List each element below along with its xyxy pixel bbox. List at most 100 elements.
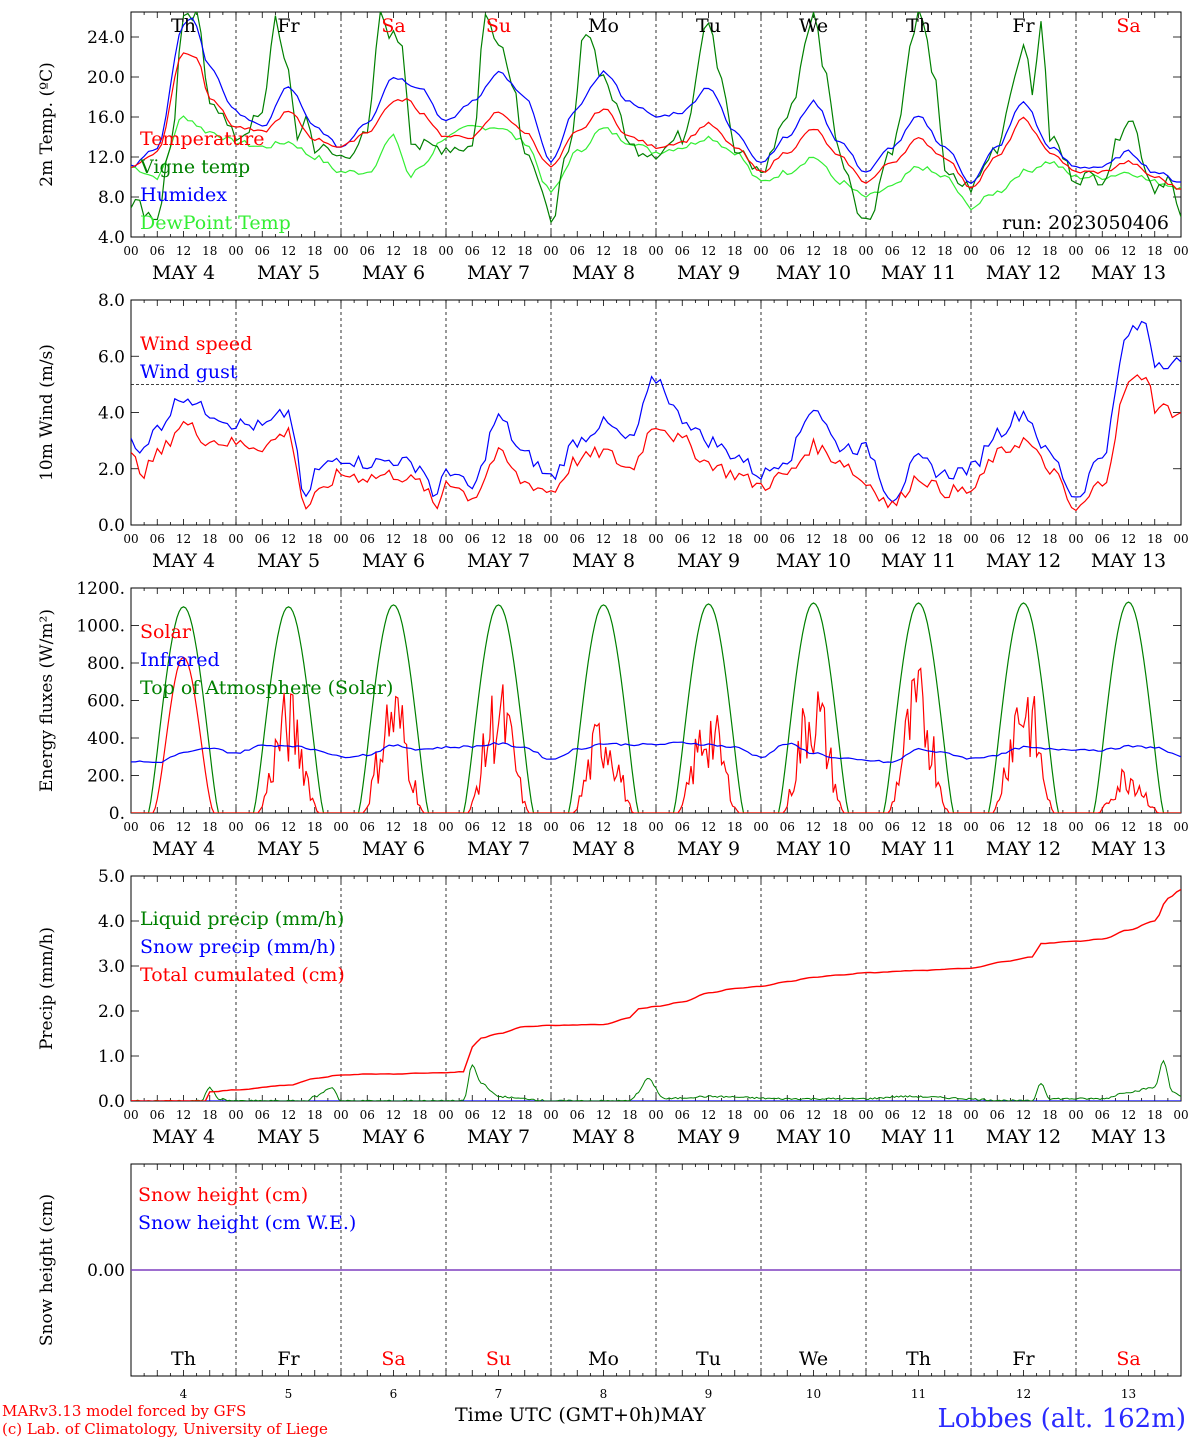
hour-tick-label: 18 (412, 532, 427, 546)
hour-tick-label: 12 (596, 820, 611, 834)
date-label: MAY 8 (572, 550, 635, 572)
weekday-label: Th (171, 15, 196, 37)
y-tick-label: 200. (87, 767, 125, 787)
hour-tick-label: 12 (281, 532, 296, 546)
hour-tick-label: 00 (753, 244, 768, 258)
hour-tick-label: 06 (255, 532, 270, 546)
hour-tick-label: 18 (517, 1108, 532, 1122)
hour-tick-label: 00 (123, 244, 138, 258)
station-name: Lobbes (alt. 162m) (937, 1404, 1186, 1434)
x-axis-title-text: Time UTC (GMT+0h) (455, 1404, 661, 1426)
hour-tick-label: 18 (307, 820, 322, 834)
hour-tick-label: 00 (1068, 820, 1083, 834)
hour-tick-label: 18 (727, 1108, 742, 1122)
y-axis-title: 2m Temp. (ºC) (37, 62, 57, 187)
legend-entry: Solar (140, 621, 192, 643)
hour-tick-label: 12 (491, 1108, 506, 1122)
hour-tick-label: 06 (360, 1108, 375, 1122)
hour-tick-label: 18 (1147, 532, 1162, 546)
weekday-label: Sa (1116, 1348, 1140, 1370)
y-axis-title: Precip (mm/h) (37, 927, 57, 1050)
y-tick-label: 0.0 (98, 1092, 125, 1112)
hour-tick-label: 18 (937, 820, 952, 834)
day-number-label: 4 (180, 1387, 188, 1401)
hour-tick-label: 00 (123, 820, 138, 834)
hour-tick-label: 06 (780, 532, 795, 546)
date-label: MAY 9 (677, 838, 740, 860)
hour-tick-label: 06 (570, 820, 585, 834)
hour-tick-label: 18 (832, 1108, 847, 1122)
hour-tick-label: 00 (1068, 1108, 1083, 1122)
hour-tick-label: 06 (885, 820, 900, 834)
hour-tick-label: 06 (360, 532, 375, 546)
date-label: MAY 12 (986, 838, 1061, 860)
weekday-label: Th (171, 1348, 196, 1370)
hour-tick-label: 12 (1121, 820, 1136, 834)
lab-credit: (c) Lab. of Climatology, University of L… (2, 1420, 328, 1438)
x-axis-title: Time UTC (GMT+0h)MAY (455, 1404, 706, 1426)
hour-tick-label: 06 (150, 244, 165, 258)
hour-tick-label: 06 (465, 1108, 480, 1122)
hour-tick-label: 12 (596, 1108, 611, 1122)
hour-tick-label: 18 (1042, 820, 1057, 834)
hour-tick-label: 06 (465, 820, 480, 834)
date-label: MAY 6 (362, 550, 425, 572)
hour-tick-label: 18 (412, 1108, 427, 1122)
y-tick-label: 400. (87, 729, 125, 749)
hour-tick-label: 06 (780, 244, 795, 258)
hour-tick-label: 06 (990, 532, 1005, 546)
legend-entry: Total cumulated (cm) (140, 964, 345, 986)
run-label: run: 2023050406 (1002, 212, 1169, 234)
hour-tick-label: 18 (1042, 244, 1057, 258)
hour-tick-label: 18 (622, 244, 637, 258)
legend-entry: Snow precip (mm/h) (140, 936, 336, 958)
hour-tick-label: 00 (648, 1108, 663, 1122)
hour-tick-label: 12 (386, 244, 401, 258)
hour-tick-label: 00 (1173, 244, 1188, 258)
hour-tick-label: 12 (911, 244, 926, 258)
hour-tick-label: 06 (150, 532, 165, 546)
hour-tick-label: 06 (1095, 244, 1110, 258)
date-label: MAY 7 (467, 550, 530, 572)
hour-tick-label: 06 (255, 1108, 270, 1122)
hour-tick-label: 00 (333, 820, 348, 834)
day-number-label: 9 (705, 1387, 713, 1401)
hour-tick-label: 00 (333, 532, 348, 546)
legend-entry: Top of Atmosphere (Solar) (140, 677, 393, 699)
hour-tick-label: 12 (1016, 1108, 1031, 1122)
date-label: MAY 8 (572, 262, 635, 284)
panel-1: 4.0 8.0 12.0 16.0 20.0 24.0 2m Temp. (ºC) 00 06 1… (37, 11, 1189, 284)
hour-tick-label: 12 (1016, 244, 1031, 258)
weekday-label: Tu (696, 1348, 721, 1370)
hour-tick-label: 18 (727, 532, 742, 546)
hour-tick-label: 12 (386, 1108, 401, 1122)
hour-tick-label: 18 (727, 244, 742, 258)
hour-tick-label: 00 (963, 820, 978, 834)
hour-tick-label: 06 (885, 1108, 900, 1122)
date-label: MAY 4 (152, 1126, 215, 1148)
hour-tick-label: 00 (438, 244, 453, 258)
series-line-wind-gust (131, 320, 1181, 503)
weekday-label: Fr (1012, 1348, 1035, 1370)
hour-tick-label: 12 (1121, 532, 1136, 546)
date-label: MAY 5 (257, 262, 320, 284)
hour-tick-label: 00 (963, 532, 978, 546)
hour-tick-label: 12 (701, 532, 716, 546)
date-label: MAY 7 (467, 1126, 530, 1148)
y-tick-label: 5.0 (98, 867, 125, 887)
hour-tick-label: 12 (281, 1108, 296, 1122)
hour-tick-label: 00 (123, 532, 138, 546)
hour-tick-label: 18 (1147, 244, 1162, 258)
date-label: MAY 9 (677, 1126, 740, 1148)
hour-tick-label: 18 (937, 1108, 952, 1122)
hour-tick-label: 00 (1068, 532, 1083, 546)
y-tick-label: 6.0 (98, 347, 125, 367)
hour-tick-label: 06 (1095, 532, 1110, 546)
series-group (131, 12, 1181, 224)
series-line-solar (131, 656, 1181, 813)
hour-tick-label: 18 (622, 1108, 637, 1122)
date-label: MAY 11 (881, 838, 956, 860)
hour-tick-label: 00 (543, 244, 558, 258)
series-group (131, 601, 1181, 813)
